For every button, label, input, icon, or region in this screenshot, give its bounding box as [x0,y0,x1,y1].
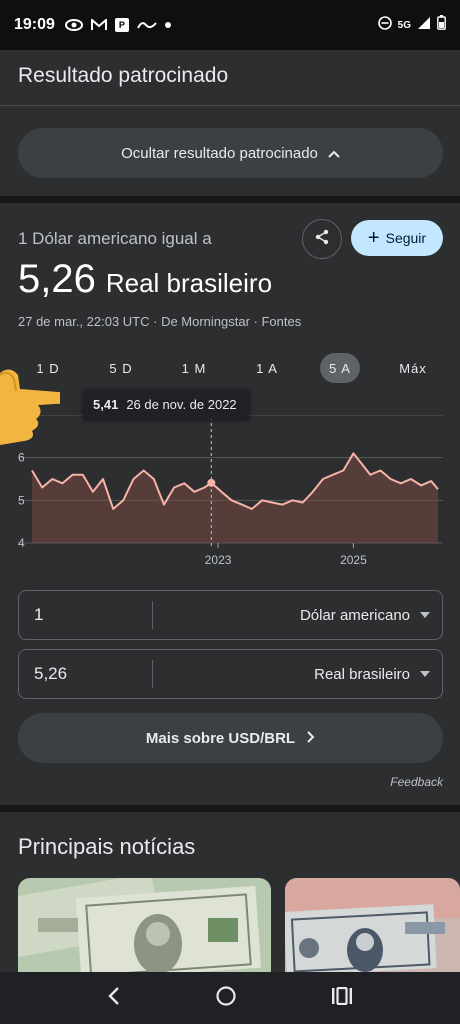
from-currency-field: 1 Dólar americano [18,590,443,640]
sponsored-title: Resultado patrocinado [18,64,229,87]
rate-currency: Real brasileiro [105,268,273,298]
gmail-icon [90,19,107,31]
y-tick-label: 5 [18,493,25,507]
status-bar: 19:09 P 5G [0,0,460,50]
app-p-icon: P [114,18,129,32]
news-card[interactable] [18,878,271,972]
time-range-tabs: 1 D 5 D 1 M 1 A 5 A Máx [0,353,460,383]
hide-sponsored-label: Ocultar resultado patrocinado [121,144,318,162]
app-logo-icon [137,19,157,31]
signal-icon [417,16,431,35]
back-icon[interactable] [107,986,121,1011]
tooltip-value: 5,41 [93,396,119,412]
banknotes-image [18,878,271,972]
tooltip-date: 26 de nov. de 2022 [126,396,237,412]
eye-icon [64,19,83,31]
news-title: Principais notícias [18,834,196,859]
pointing-hand-icon [0,369,60,445]
hide-sponsored-button[interactable]: Ocultar resultado patrocinado [18,128,443,178]
chart-cursor-point [207,478,216,487]
sponsored-section: Resultado patrocinado Ocultar resultado … [0,50,460,196]
dnd-icon [377,15,392,35]
y-tick-label: 4 [18,536,25,550]
to-currency-label: Real brasileiro [314,665,410,683]
exchange-rate-chart[interactable]: 4 5 6 2023 2025 [0,415,460,575]
from-currency-label: Dólar americano [299,606,410,624]
chart-tooltip: 5,41 26 de nov. de 2022 [83,389,249,419]
range-tab-5d[interactable]: 5 D [109,360,133,376]
more-about-label: Mais sobre USD/BRL [145,729,296,747]
to-currency-select[interactable]: Real brasileiro [153,666,442,683]
currency-converter: 1 Dólar americano igual a + Seguir 5,26 … [0,203,460,805]
x-tick-label: 2025 [340,553,367,567]
network-type: 5G [397,19,411,31]
rate-source: 27 de mar., 22:03 UTC · De Morningstar ·… [18,314,302,329]
news-card[interactable] [285,878,460,972]
share-icon [314,229,330,250]
dropdown-arrow-icon [420,612,430,618]
to-amount-input[interactable]: 5,26 [19,660,153,688]
chart-line [31,452,439,510]
range-tab-1d[interactable]: 1 D [36,360,60,376]
divider [0,105,460,106]
share-button[interactable] [302,219,342,259]
plus-icon: + [367,227,380,249]
battery-icon [437,15,446,35]
more-about-button[interactable]: Mais sobre USD/BRL [18,713,443,763]
top-news-section: Principais notícias [0,812,460,972]
y-tick-label: 6 [18,451,25,465]
chart-area [32,453,438,543]
chevron-right-icon [307,730,315,747]
dollar-real-image [285,878,460,972]
feedback-link[interactable]: Feedback [390,775,443,789]
system-icons: 5G [377,15,446,35]
from-amount-input[interactable]: 1 [19,601,153,629]
section-separator [0,196,460,203]
section-separator [0,805,460,812]
home-icon[interactable] [215,985,237,1012]
rate-value: 5,26 [18,257,96,301]
more-notifications-icon [164,22,171,28]
system-nav-bar [0,972,460,1024]
range-tab-max[interactable]: Máx [399,360,427,376]
notification-icons: P [64,18,171,32]
range-tab-1a[interactable]: 1 A [256,360,278,376]
exchange-rate: 5,26 Real brasileiro [18,257,272,302]
range-tab-1m[interactable]: 1 M [181,360,207,376]
currency-subtitle: 1 Dólar americano igual a [18,229,212,248]
from-currency-select[interactable]: Dólar americano [153,607,442,624]
dropdown-arrow-icon [420,671,430,677]
to-currency-field: 5,26 Real brasileiro [18,649,443,699]
status-time: 19:09 [14,16,55,33]
follow-label: Seguir [385,230,427,246]
range-tab-5a[interactable]: 5 A [320,353,360,383]
x-tick-label: 2023 [205,553,232,567]
recents-icon[interactable] [331,986,353,1010]
follow-button[interactable]: + Seguir [351,220,443,256]
chevron-up-icon [328,145,340,162]
